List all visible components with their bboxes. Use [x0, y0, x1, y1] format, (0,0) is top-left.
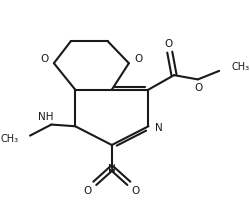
- Text: CH₃: CH₃: [1, 134, 19, 144]
- Text: NH: NH: [38, 112, 53, 122]
- Text: O: O: [194, 83, 203, 93]
- Text: O: O: [164, 39, 172, 49]
- Text: O: O: [40, 54, 49, 64]
- Text: O: O: [132, 186, 140, 196]
- Text: O: O: [84, 186, 92, 196]
- Text: N: N: [155, 123, 162, 133]
- Text: O: O: [134, 54, 142, 64]
- Text: CH₃: CH₃: [231, 63, 249, 73]
- Text: N: N: [108, 164, 116, 174]
